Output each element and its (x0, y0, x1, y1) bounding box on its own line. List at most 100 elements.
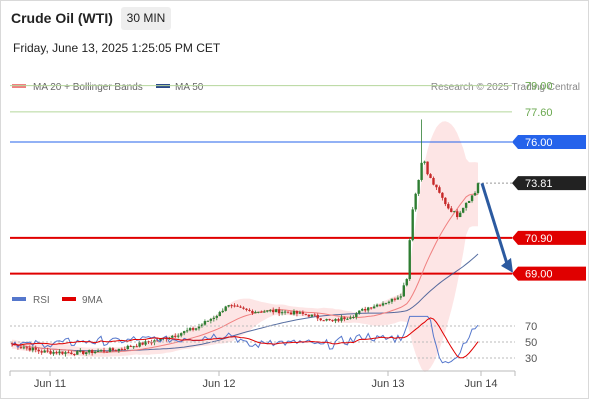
candle-body (221, 310, 224, 313)
candle-body (96, 351, 100, 353)
candle-body (307, 314, 311, 317)
candle (432, 176, 435, 186)
candle (334, 318, 337, 324)
candle (111, 347, 115, 352)
candle-body (423, 161, 426, 163)
candle-body (355, 313, 358, 317)
candle-body (55, 352, 58, 354)
candle-body (464, 202, 468, 208)
forecast-arrow-shaft (480, 182, 509, 265)
candles (10, 119, 480, 357)
candle-body (467, 200, 471, 203)
candle-body (99, 350, 103, 352)
candle-body (215, 316, 219, 318)
candle (209, 317, 213, 324)
candle (298, 310, 302, 315)
candle (435, 184, 438, 190)
candle (87, 349, 91, 355)
candle (61, 351, 64, 355)
candle (200, 323, 204, 328)
level-label-79.00: 79.00 (525, 81, 553, 93)
candle-body (144, 341, 147, 345)
candle-body (174, 335, 177, 337)
candle (369, 307, 373, 310)
timeframe-badge[interactable]: 30 MIN (121, 7, 171, 30)
candle-body (384, 302, 388, 304)
candle (105, 351, 109, 353)
candle (206, 320, 210, 322)
level-tag-text: 73.81 (525, 178, 553, 190)
candle-body (456, 211, 459, 218)
candle (402, 282, 405, 297)
candle (295, 310, 299, 317)
candle (405, 278, 408, 287)
candle-body (28, 347, 32, 351)
candle (450, 206, 453, 213)
candle (135, 343, 138, 348)
candle (174, 333, 177, 339)
main-legend: MA 20 + Bollinger Bands MA 50 (12, 82, 204, 93)
candle (99, 349, 103, 353)
candle (361, 307, 364, 312)
candle (251, 309, 254, 316)
candle (322, 319, 325, 322)
candle (25, 346, 29, 351)
candle (411, 206, 414, 242)
candle (46, 347, 49, 353)
candle (364, 306, 367, 313)
x-axis: Jun 11 Jun 12 Jun 13 Jun 14 (9, 370, 516, 390)
candle-body (372, 306, 376, 309)
candle (283, 309, 287, 315)
candle-body (82, 350, 85, 355)
candle (269, 308, 272, 313)
candle-body (90, 350, 94, 353)
candle-body (266, 310, 269, 312)
candle (340, 314, 343, 323)
candle-body (277, 309, 281, 314)
candle-body (390, 298, 394, 302)
candle (458, 210, 462, 218)
rsi-tick-labels: 70 50 30 (525, 321, 537, 365)
level-tag-70.90: 70.90 (512, 230, 586, 245)
candle-body (334, 319, 337, 321)
candle (355, 312, 358, 320)
candle-body (16, 344, 20, 348)
rsi-tick-50: 50 (525, 337, 537, 349)
bollinger-band-area (12, 121, 478, 372)
candle-body (408, 240, 411, 280)
candle-body (450, 208, 453, 213)
candle (313, 313, 316, 317)
candle (76, 350, 79, 355)
candle (307, 314, 311, 318)
candle (358, 310, 361, 315)
candle-body (369, 307, 373, 309)
candle-body (426, 161, 429, 175)
candle-body (295, 311, 299, 314)
candle (375, 303, 379, 308)
candle (233, 303, 236, 308)
candle (224, 305, 227, 312)
x-tick-label: Jun 11 (34, 378, 66, 390)
candle (96, 348, 100, 353)
candle-body (420, 162, 423, 180)
candle (257, 311, 260, 314)
candle (456, 209, 459, 220)
candle (414, 192, 417, 212)
candle (352, 315, 355, 319)
candle (108, 346, 112, 353)
candle-body (120, 348, 124, 350)
candle (43, 349, 46, 353)
candle-body (271, 310, 275, 313)
candle (22, 344, 26, 350)
candle-body (387, 301, 391, 303)
candle-body (313, 314, 316, 316)
candle (147, 340, 150, 345)
candle-body (177, 335, 180, 337)
candle (328, 318, 331, 321)
candle-body (34, 347, 37, 350)
candle-body (396, 297, 400, 300)
candle-body (147, 341, 150, 343)
candle-body (257, 311, 260, 313)
candle (346, 317, 349, 320)
candle (171, 334, 174, 339)
